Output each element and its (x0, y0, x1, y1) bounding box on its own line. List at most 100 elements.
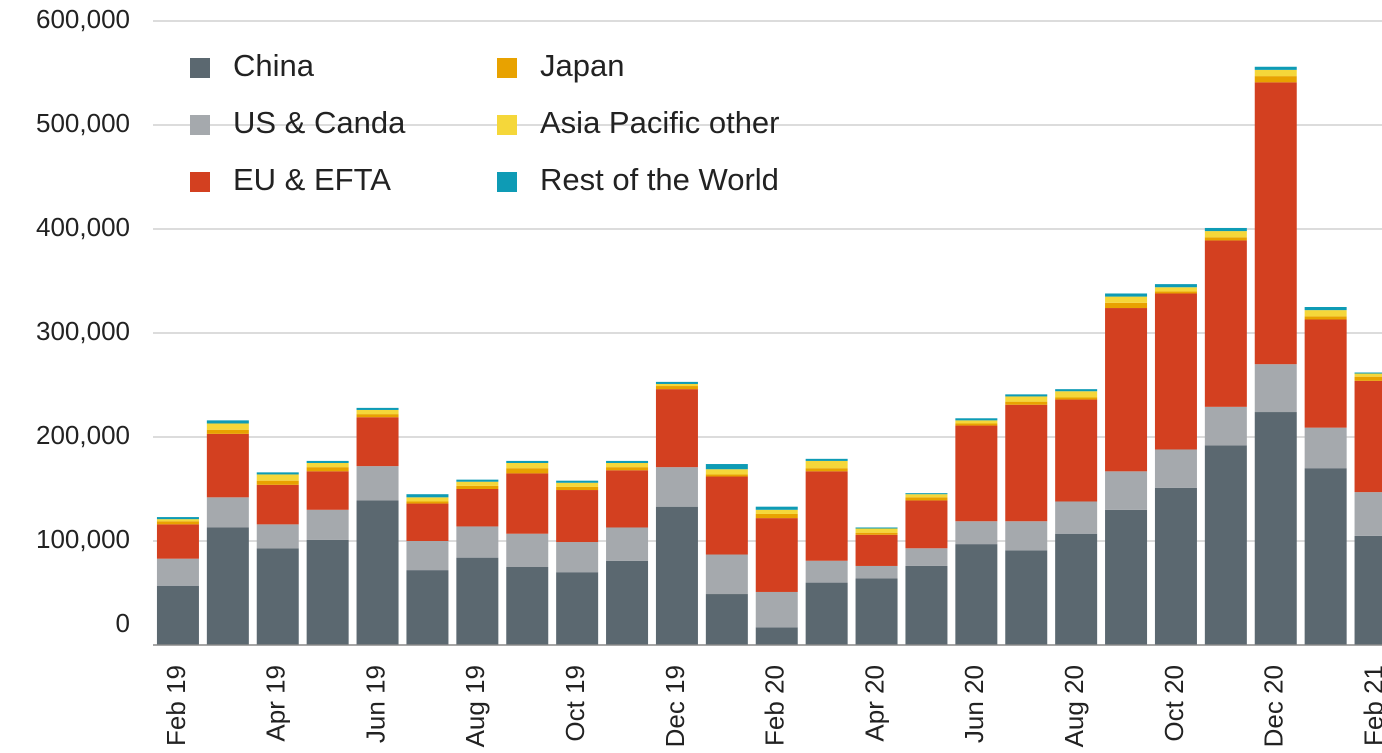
bar-segment (655, 383, 698, 387)
bar-segment (456, 526, 499, 558)
bar-segment (755, 627, 798, 645)
bar-segment (1105, 308, 1148, 472)
bar-segment (506, 473, 549, 534)
bar-segment (406, 541, 449, 571)
bar-segment (506, 463, 549, 469)
legend-swatch (190, 115, 210, 135)
bar-segment (1154, 287, 1197, 292)
bar-segment (705, 554, 748, 595)
y-tick-label: 500,000 (36, 108, 130, 138)
bar-segment (755, 506, 798, 510)
bar-segment (905, 548, 948, 566)
bar-segment (1005, 401, 1048, 405)
bar-segment (1204, 240, 1247, 407)
bar-segment (256, 472, 299, 475)
bar-segment (606, 463, 649, 468)
bar-segment (705, 474, 748, 477)
bar-segment (206, 433, 249, 498)
bar-segment (1154, 284, 1197, 288)
bar-segment (506, 468, 549, 474)
x-tick-label: Dec 20 (1259, 665, 1289, 747)
bar-segment (655, 389, 698, 468)
y-tick-label: 300,000 (36, 316, 130, 346)
bar-segment (955, 521, 998, 545)
bar-segment (156, 519, 199, 522)
bar-segment (1154, 487, 1197, 645)
bar-segment (556, 486, 599, 491)
x-tick-label: Aug 19 (460, 665, 490, 747)
bar-segment (1105, 293, 1148, 297)
x-tick-label: Oct 19 (560, 665, 590, 742)
bar-segment (1254, 412, 1297, 645)
x-tick-label: Apr 20 (859, 665, 889, 742)
bar-segment (456, 557, 499, 645)
y-tick-label: 400,000 (36, 212, 130, 242)
bar-segment (855, 527, 898, 529)
bar-segment (705, 476, 748, 555)
bar-segment (1055, 533, 1098, 645)
bar-segment (506, 460, 549, 463)
bar-segment (556, 542, 599, 573)
bar-segment (206, 527, 249, 645)
bar-segment (1154, 291, 1197, 294)
bar-segment (805, 468, 848, 472)
bar-segment (306, 509, 349, 540)
bar-segment (256, 524, 299, 549)
bar-segment (556, 480, 599, 483)
bar-segment (1005, 394, 1048, 397)
bar-segment (306, 460, 349, 463)
bar-segment (1055, 501, 1098, 534)
bar-segment (1254, 364, 1297, 413)
bar-segment (606, 470, 649, 528)
bar-segment (356, 409, 399, 415)
bar-segment (556, 572, 599, 645)
bar-segment (1105, 296, 1148, 303)
bar-segment (1304, 307, 1347, 311)
bar-segment (356, 417, 399, 467)
bar-segment (1105, 302, 1148, 309)
bar-segment (1005, 521, 1048, 551)
bar-segment (1254, 76, 1297, 83)
bar-segment (1354, 376, 1382, 381)
bar-segment (256, 480, 299, 485)
legend-label: Asia Pacific other (540, 105, 780, 140)
legend-swatch (190, 172, 210, 192)
bar-segment (805, 560, 848, 583)
x-tick-label: Aug 20 (1059, 665, 1089, 747)
bar-segment (256, 474, 299, 481)
bar-segment (606, 467, 649, 471)
x-tick-label: Jun 20 (959, 665, 989, 743)
bar-segment (1055, 397, 1098, 400)
x-tick-label: Jun 19 (360, 665, 390, 743)
bar-segment (506, 533, 549, 567)
bar-segment (1304, 310, 1347, 317)
bar-segment (356, 500, 399, 645)
bar-segment (655, 506, 698, 645)
bar-segment (156, 521, 199, 525)
bar-segment (1005, 404, 1048, 522)
bar-segment (705, 469, 748, 475)
bar-segment (256, 484, 299, 525)
bar-segment (606, 527, 649, 561)
bar-segment (855, 565, 898, 579)
bar-segment (206, 429, 249, 434)
bar-segment (855, 528, 898, 533)
bar-segment (905, 565, 948, 645)
bar-segment (905, 494, 948, 498)
bar-segment (356, 407, 399, 410)
bar-segment (755, 509, 798, 514)
bar-segment (156, 524, 199, 559)
bar-segment (306, 463, 349, 468)
bar-segment (905, 493, 948, 495)
y-tick-label: 100,000 (36, 524, 130, 554)
x-tick-label: Apr 19 (261, 665, 291, 742)
bar-segment (1354, 373, 1382, 377)
bar-segment (356, 414, 399, 418)
bar-segment (206, 420, 249, 424)
bar-segment (356, 466, 399, 501)
bar-segment (755, 591, 798, 628)
bar-segment (1105, 471, 1148, 510)
bar-segment (955, 420, 998, 424)
